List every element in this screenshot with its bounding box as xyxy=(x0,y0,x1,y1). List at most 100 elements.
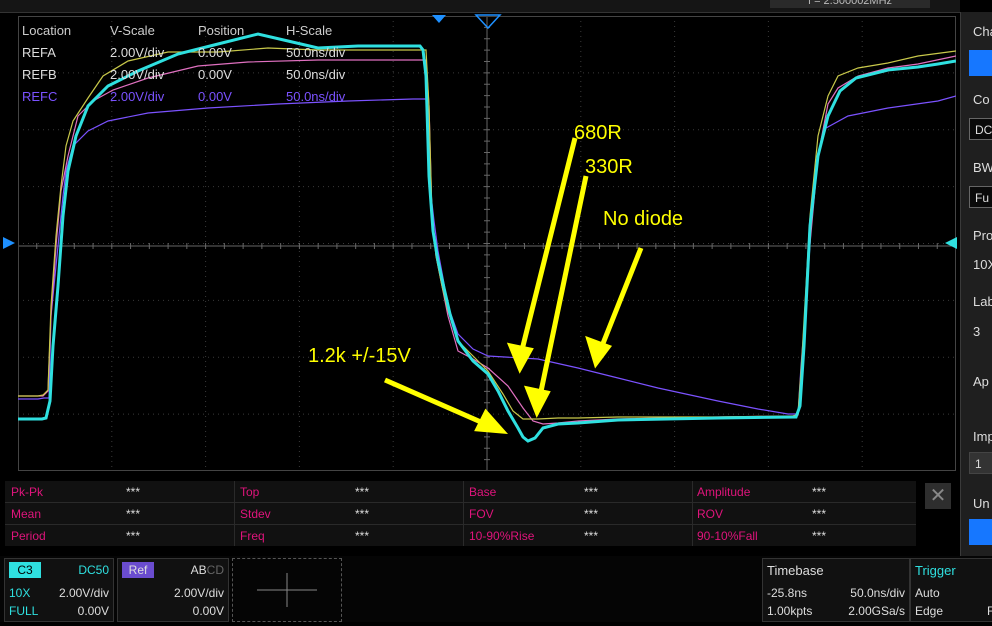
measure-name[interactable]: Base xyxy=(469,485,497,499)
measure-value: *** xyxy=(355,485,370,499)
bottom-status-bar: C3 DC50 10X 2.00V/div FULL 0.00V Ref ABC… xyxy=(0,556,992,622)
measure-value: *** xyxy=(584,507,599,521)
panel-label-probe: Pro xyxy=(973,228,992,243)
annotation-no-diode: No diode xyxy=(603,208,684,230)
ref-badge: Ref xyxy=(122,562,154,578)
cell-vscale: 2.00V/div xyxy=(110,45,165,60)
trigger-title: Trigger xyxy=(915,563,956,578)
reference-table-header: Location V-Scale Position H-Scale xyxy=(18,20,376,42)
crosshair-icon xyxy=(257,573,317,607)
measure-value: *** xyxy=(355,529,370,543)
reference-row-refa: REFA 2.00V/div 0.00V 50.0ns/div xyxy=(18,42,376,64)
channel-offset-marker-left xyxy=(3,237,15,249)
panel-label-unit: Un xyxy=(973,496,990,511)
panel-label-impedance: Imp xyxy=(973,429,992,444)
channel-coupling: DC50 xyxy=(78,563,109,577)
panel-label-apply[interactable]: Ap xyxy=(973,374,989,389)
measure-row-divider xyxy=(5,524,916,525)
panel-label-channel: Cha xyxy=(973,24,992,39)
measure-value: *** xyxy=(355,507,370,521)
annotation-680r: 680R xyxy=(574,122,622,144)
cell-vscale: 2.00V/div xyxy=(110,67,165,82)
cell-location: REFB xyxy=(22,67,57,82)
measure-name[interactable]: ROV xyxy=(697,507,724,521)
measure-value: *** xyxy=(126,529,141,543)
channel-c3-box[interactable]: C3 DC50 10X 2.00V/div FULL 0.00V xyxy=(4,558,114,622)
measure-name[interactable]: FOV xyxy=(469,507,494,521)
bandwidth-select[interactable]: Fu xyxy=(969,186,992,208)
label-value[interactable]: 3 xyxy=(973,324,981,339)
channel-scale: 2.00V/div xyxy=(58,586,109,600)
cell-position: 0.00V xyxy=(198,67,232,82)
close-measurements-button[interactable]: ✕ xyxy=(925,483,951,509)
panel-label-bandwidth: BW xyxy=(973,160,992,175)
channel-enable-toggle[interactable] xyxy=(969,50,992,76)
measure-value: *** xyxy=(812,507,827,521)
header-position: Position xyxy=(198,23,245,38)
coupling-select[interactable]: DC xyxy=(969,118,992,140)
markers xyxy=(3,14,957,249)
measure-name[interactable]: 10-90%Rise xyxy=(469,529,535,543)
ref-inactive-slots: CD xyxy=(206,563,224,577)
measure-name[interactable]: 90-10%Fall xyxy=(697,529,758,543)
reference-row-refc: REFC 2.00V/div 0.00V 50.0ns/div xyxy=(18,86,376,108)
measurement-panel[interactable]: Pk-Pk *** Top *** Base *** Amplitude *** Mean ***… xyxy=(5,481,916,546)
timebase-points: 1.00kpts xyxy=(767,604,813,618)
timebase-box[interactable]: Timebase -25.8ns 50.0ns/div 1.00kpts 2.0… xyxy=(762,558,910,622)
cell-hscale: 50.0ns/div xyxy=(286,89,346,104)
reference-box[interactable]: Ref ABCD 2.00V/div 0.00V xyxy=(117,558,229,622)
arrow-1-2k xyxy=(383,377,492,429)
cell-hscale: 50.0ns/div xyxy=(286,45,346,60)
channel-settings-panel[interactable]: Cha Co DC BW Fu Pro 10X Lab 3 Ap Imp 1 U… xyxy=(960,12,992,622)
impedance-select[interactable]: 1 xyxy=(969,452,992,474)
channel-offset-marker-right xyxy=(945,237,957,249)
waveforms xyxy=(18,32,956,443)
trigger-extra: F xyxy=(987,604,992,618)
measure-name[interactable]: Stdev xyxy=(240,507,271,521)
cell-position: 0.00V xyxy=(198,89,232,104)
measure-name[interactable]: Mean xyxy=(11,507,42,521)
arrow-330r xyxy=(536,175,589,402)
measure-name[interactable]: Top xyxy=(240,485,260,499)
measure-value: *** xyxy=(584,485,599,499)
measure-name[interactable]: Freq xyxy=(240,529,265,543)
channel-badge: C3 xyxy=(9,562,41,578)
timebase-delay: -25.8ns xyxy=(767,586,808,600)
measure-name[interactable]: Amplitude xyxy=(697,485,751,499)
cell-hscale: 50.0ns/div xyxy=(286,67,346,82)
trigger-type: Edge xyxy=(915,604,944,618)
reference-row-refb: REFB 2.00V/div 0.00V 50.0ns/div xyxy=(18,64,376,86)
trace-c3 xyxy=(18,32,956,443)
waveform-display[interactable] xyxy=(18,16,956,471)
unit-toggle[interactable] xyxy=(969,519,992,545)
ref-offset: 0.00V xyxy=(192,604,224,618)
cell-position: 0.00V xyxy=(198,45,232,60)
cell-location: REFC xyxy=(22,89,58,104)
measure-value: *** xyxy=(584,529,599,543)
annotation-330r: 330R xyxy=(585,156,633,178)
panel-label-label: Lab xyxy=(973,294,992,309)
arrow-no-diode-head xyxy=(585,335,613,369)
measure-col-divider xyxy=(234,481,235,546)
trigger-position-marker xyxy=(432,15,446,23)
probe-value[interactable]: 10X xyxy=(973,257,992,272)
measure-col-divider xyxy=(463,481,464,546)
header-hscale: H-Scale xyxy=(286,23,333,38)
measure-value: *** xyxy=(812,485,827,499)
timebase-title: Timebase xyxy=(767,563,824,578)
channel-bandwidth: FULL xyxy=(9,604,39,618)
trigger-mode: Auto xyxy=(915,586,940,600)
header-location: Location xyxy=(22,23,72,38)
measure-value: *** xyxy=(126,507,141,521)
arrow-1-2k-head xyxy=(474,408,509,435)
panel-label-coupling: Co xyxy=(973,92,990,107)
navigation-pad[interactable] xyxy=(232,558,342,622)
measure-name[interactable]: Period xyxy=(11,529,46,543)
ref-slots: ABCD xyxy=(191,563,224,577)
measure-name[interactable]: Pk-Pk xyxy=(11,485,44,499)
header-vscale: V-Scale xyxy=(110,23,155,38)
ref-active-slots: AB xyxy=(190,563,207,577)
trigger-box[interactable]: Trigger Auto Edge F xyxy=(910,558,992,622)
arrow-680r xyxy=(517,137,578,359)
